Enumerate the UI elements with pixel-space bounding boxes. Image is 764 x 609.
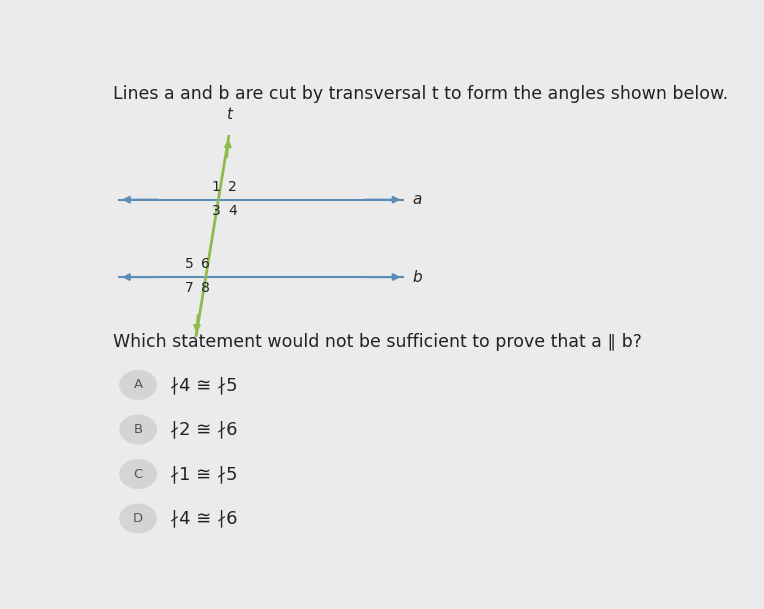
Text: C: C <box>134 468 143 481</box>
Text: 4: 4 <box>228 204 237 218</box>
Circle shape <box>119 370 157 400</box>
Text: 7: 7 <box>185 281 194 295</box>
Circle shape <box>119 415 157 445</box>
Text: Which statement would not be sufficient to prove that a ∥ b?: Which statement would not be sufficient … <box>113 333 642 351</box>
Text: Lines a and b are cut by transversal t to form the angles shown below.: Lines a and b are cut by transversal t t… <box>113 85 728 103</box>
Text: b: b <box>413 270 422 284</box>
Circle shape <box>119 459 157 489</box>
Circle shape <box>119 504 157 533</box>
Text: 5: 5 <box>185 257 194 271</box>
Text: A: A <box>134 378 143 392</box>
Text: t: t <box>225 107 231 122</box>
Text: 2: 2 <box>228 180 237 194</box>
Text: ∤4 ≅ ∤6: ∤4 ≅ ∤6 <box>170 510 238 527</box>
Text: 8: 8 <box>201 281 210 295</box>
Text: ∤4 ≅ ∤5: ∤4 ≅ ∤5 <box>170 376 238 394</box>
Text: ∤1 ≅ ∤5: ∤1 ≅ ∤5 <box>170 465 238 483</box>
Text: 1: 1 <box>212 180 221 194</box>
Text: ∤2 ≅ ∤6: ∤2 ≅ ∤6 <box>170 420 238 438</box>
Text: 6: 6 <box>201 257 210 271</box>
Text: D: D <box>133 512 143 525</box>
Text: a: a <box>413 192 422 207</box>
Text: 3: 3 <box>212 204 221 218</box>
Text: B: B <box>134 423 143 436</box>
